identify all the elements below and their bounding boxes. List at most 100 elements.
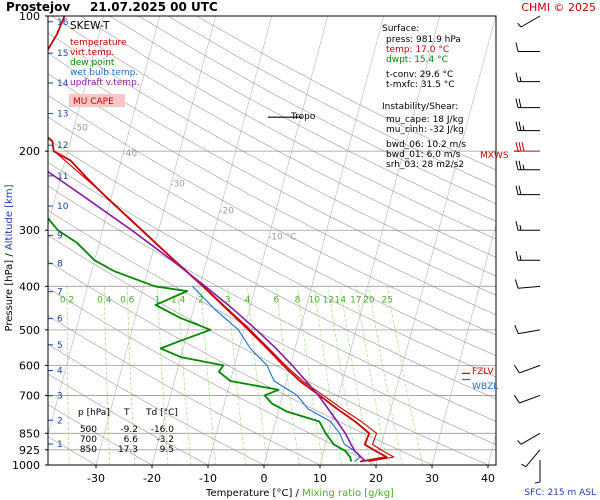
mixing-ratio-line (340, 286, 371, 465)
wind-barb-flag (519, 225, 522, 231)
altitude-tick-label: 6 (57, 315, 63, 325)
altitude-tick-label: 8 (57, 260, 63, 270)
pressure-tick-label: 300 (19, 224, 40, 237)
mixing-ratio-line (355, 286, 389, 465)
temperature-tick-label: 40 (481, 472, 495, 485)
mu-cape-badge: MU CAPE (73, 97, 114, 107)
series-updraft-v-temp (48, 170, 367, 463)
temperature-tick-label: -10 (199, 472, 217, 485)
dry-adiabat (48, 139, 496, 378)
pressure-tick-label: 500 (19, 324, 40, 337)
instability-title: Instability/Shear: (382, 102, 458, 112)
mixing-ratio-label: 6 (273, 295, 279, 305)
wind-barb-flag (517, 22, 522, 28)
table-header-p: p [hPa] (78, 408, 110, 418)
dry-adiabat (48, 315, 321, 465)
dry-adiabat (48, 373, 209, 465)
mixing-ratio-line (297, 286, 324, 465)
wind-barb-shaft (520, 15, 541, 28)
srh-03: srh_03: 28 m2/s2 (386, 160, 464, 170)
altitude-tick-label: 2 (57, 416, 63, 426)
surface-temp: temp: 17.0 °C (386, 45, 449, 55)
isotherm-line (431, 223, 496, 465)
wind-barb-flag (518, 142, 522, 152)
altitude-tick-label: 12 (57, 141, 68, 151)
mixing-ratio-line (103, 286, 111, 465)
isotherm-line (48, 16, 161, 437)
altitude-tick-label: 1 (57, 440, 63, 450)
isotherm-line (263, 16, 385, 465)
temperature-tick-label: 10 (313, 472, 327, 485)
altitude-tick-label: 3 (57, 392, 63, 402)
table-row-t: -9.2 (120, 425, 138, 435)
table-row-t: 17.3 (118, 445, 138, 455)
dry-adiabat (80, 16, 496, 240)
tropo-label: Tropo (290, 112, 316, 122)
series-layer (48, 16, 395, 463)
isotherm-line (207, 16, 329, 465)
mixing-ratio-line (328, 286, 358, 465)
dry-adiabat (48, 95, 496, 336)
temperature-tick-label: -20 (143, 472, 161, 485)
wind-barb-flag (534, 481, 541, 484)
altitude-tick-label: 16 (57, 18, 69, 28)
altitude-tick-label: 11 (57, 172, 68, 182)
mixing-ratio-line (275, 286, 300, 465)
wind-barb-shaft (519, 394, 541, 404)
series-dew-point (48, 216, 353, 462)
mu-cape-badge-bg (69, 94, 125, 107)
wind-barb-flag (515, 185, 519, 195)
surface-press: press: 981.9 hPa (386, 35, 461, 45)
isotherm-label: -20 (219, 206, 234, 216)
datetime-title: 21.07.2025 00 UTC (90, 0, 218, 14)
mixing-ratio-label: 25 (381, 295, 392, 305)
altitude-tick-label: 5 (57, 341, 63, 351)
plot-frame (47, 15, 497, 466)
y-axis-title-pressure: Pressure [hPa] (4, 260, 15, 332)
altitude-tick-label: 15 (57, 49, 68, 59)
altitude-tick-label: 10 (57, 202, 69, 212)
wind-barb-flag (518, 98, 522, 108)
dry-adiabat (48, 162, 496, 400)
mu-cinh: mu_cinh: -32 J/kg (386, 125, 464, 135)
dry-adiabat (48, 235, 489, 465)
wind-barb-flag (514, 279, 519, 289)
mixing-ratio-label: 0.2 (60, 295, 74, 305)
bwd-06: bwd_06: 10.2 m/s (386, 140, 466, 150)
legend-dew-point: dew point (70, 58, 115, 68)
mixing-ratio-label: 0.6 (120, 295, 135, 305)
legend-wet-bulb: wet bulb temp. (70, 68, 138, 78)
x-axis-title: Temperature [°C] / Mixing ratio [g/kg] (205, 488, 394, 499)
mixing-ratio-line (66, 286, 70, 465)
series-wet-bulb-temp (192, 285, 361, 462)
wind-barb-flag (515, 160, 519, 170)
dry-adiabat (48, 116, 496, 356)
grid-layer: -80 °C-70-60-50-40-30-20-10 °C0.20.40.61… (48, 16, 496, 465)
dry-adiabat (48, 210, 496, 445)
dry-adiabat (48, 73, 496, 316)
mixing-ratio-label: 2 (198, 295, 204, 305)
pressure-tick-label: 400 (19, 280, 40, 293)
wind-barb-flag (515, 72, 519, 82)
mixing-ratio-line (157, 286, 169, 465)
mixing-ratio-label: 14 (335, 295, 347, 305)
wind-barb-shaft (519, 364, 541, 374)
wind-barb-flag (517, 440, 522, 445)
wind-barb-flag (515, 98, 519, 108)
altitude-tick-label: 9 (57, 231, 63, 241)
table-row-p: 850 (80, 445, 97, 455)
surface-title: Surface: (382, 24, 419, 34)
y-axis-title-altitude: Altitude [km] (4, 184, 15, 250)
isotherm-line (375, 16, 496, 465)
wind-barb-flag (518, 121, 522, 131)
sfc-label: SFC: 215 m ASL (524, 488, 596, 498)
wind-barb-flag (521, 463, 527, 468)
mixing-ratio-label: 12 (323, 295, 334, 305)
bwd-01: bwd_01: 6.0 m/s (386, 150, 461, 160)
wind-barb-shaft (520, 432, 541, 445)
info-panel: Surface: press: 981.9 hPa temp: 17.0 °C … (382, 24, 466, 170)
wind-barb-shaft (518, 329, 541, 335)
wind-barb-flag (521, 142, 525, 152)
